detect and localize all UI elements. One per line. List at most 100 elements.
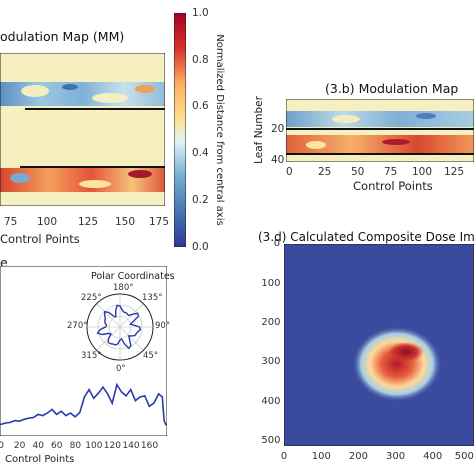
line-point — [60, 410, 62, 412]
line-point — [0, 423, 2, 425]
panel-a-xtick: 125 — [78, 216, 99, 228]
panel-a-xtick: 75 — [4, 216, 18, 228]
panel-b-xlabel: Control Points — [353, 179, 433, 193]
panel-a-xtick: 100 — [37, 216, 58, 228]
line-point — [134, 400, 136, 402]
panel-d-title: (3.d) Calculated Composite Dose Imag — [258, 230, 474, 244]
line-point — [148, 405, 150, 407]
panel-d-ytick: 100 — [261, 277, 281, 289]
panel-d-ytick: 300 — [261, 356, 281, 368]
panel-a-xtick: 150 — [115, 216, 136, 228]
colorbar-tick: 1.0 — [192, 7, 209, 19]
panel-b-xtick: 0 — [286, 166, 293, 178]
line-point — [125, 395, 127, 397]
panel-c-plot — [0, 266, 167, 436]
line-point — [56, 413, 58, 415]
line-point — [79, 411, 81, 414]
line-point — [165, 424, 167, 426]
panel-a-xtick: 175 — [149, 216, 170, 228]
panel-c-xtick: 40 — [32, 441, 44, 451]
polar-angle-label: 180° — [113, 283, 134, 293]
line-point — [158, 393, 160, 395]
line-point — [28, 417, 30, 419]
line-series — [0, 382, 167, 426]
panel-b-xtick: 125 — [444, 166, 465, 178]
line-point — [18, 420, 21, 422]
polar-angle-label: 0° — [116, 364, 126, 374]
line-point — [130, 389, 132, 391]
colorbar-tick: 0.8 — [192, 54, 209, 66]
colorbar-tick: 0.0 — [192, 241, 209, 253]
line-point — [102, 386, 104, 388]
line-point — [69, 412, 72, 414]
panel-b-xtick: 25 — [318, 166, 332, 178]
line-point — [42, 415, 44, 417]
panel-c-xtick: 100 — [85, 441, 103, 451]
panel-d-xtick: 500 — [454, 451, 474, 462]
panel-b-heatmap — [286, 99, 474, 162]
panel-c-xtick: 120 — [103, 441, 121, 451]
panel-b-ytick: 40 — [271, 154, 285, 166]
panel-d-ytick: 0 — [273, 238, 281, 249]
polar-angle-label: 270° — [67, 321, 88, 331]
panel-c-title: e — [0, 255, 8, 270]
line-point — [9, 421, 11, 423]
panel-b-ylabel: Leaf Number — [252, 96, 265, 164]
line-point — [116, 384, 118, 386]
line-point — [14, 420, 16, 422]
line-point — [23, 418, 25, 420]
line-point — [153, 402, 155, 404]
panel-d-xtick: 300 — [386, 451, 406, 462]
line-point — [46, 412, 48, 414]
colorbar-tick: 0.2 — [192, 194, 209, 206]
panel-b-xtick: 50 — [351, 166, 365, 178]
line-point — [37, 413, 39, 415]
panel-c-xtick: 0 — [0, 441, 4, 451]
line-point — [51, 408, 53, 410]
line-point — [97, 392, 99, 394]
panel-d-xtick: 200 — [348, 451, 368, 462]
panel-a-xlabel: Control Points — [0, 232, 80, 246]
polar-angle-label: 225° — [81, 293, 102, 303]
panel-a-title: odulation Map (MM) — [0, 29, 125, 44]
panel-d-xtick: 100 — [311, 451, 331, 462]
panel-d-xtick: 400 — [423, 451, 443, 462]
line-point — [139, 396, 141, 398]
colorbar-tick: 0.6 — [192, 100, 209, 112]
line-point — [144, 395, 146, 397]
line-point — [74, 416, 76, 418]
line-point — [107, 393, 109, 395]
panel-c-xtick: 20 — [13, 441, 26, 451]
line-point — [65, 415, 67, 417]
panel-c-xtick: 80 — [69, 441, 82, 451]
colorbar — [174, 13, 186, 247]
polar-angle-label: 135° — [142, 293, 163, 303]
panel-b-ytick: 20 — [271, 123, 285, 135]
line-point — [83, 396, 85, 398]
colorbar-tick: 0.4 — [192, 147, 209, 159]
polar-angle-label: 315° — [81, 351, 102, 361]
line-point — [120, 391, 123, 393]
panel-b-xtick: 75 — [384, 166, 398, 178]
line-point — [93, 397, 95, 399]
panel-c-xtick: 140 — [122, 441, 140, 451]
colorbar-label: Normalized Distance from central axis — [214, 34, 225, 226]
panel-d-ytick: 200 — [261, 316, 281, 328]
line-point — [163, 420, 165, 422]
polar-angle-label: 45° — [143, 351, 159, 361]
panel-b-title: (3.b) Modulation Map — [325, 81, 459, 96]
line-point — [111, 402, 113, 404]
panel-a-heatmap — [0, 53, 165, 206]
polar-angle-label: 90° — [155, 321, 171, 331]
line-point — [5, 422, 7, 424]
panel-b-xtick: 100 — [412, 166, 433, 178]
line-point — [88, 389, 90, 391]
panel-d-xtick: 0 — [280, 451, 288, 462]
line-point — [161, 396, 163, 398]
panel-c-xtick: 60 — [51, 441, 63, 451]
panel-c-xlabel: Control Points — [5, 454, 75, 465]
polar-trace — [96, 304, 142, 350]
polar-title: Polar Coordinates — [91, 271, 175, 282]
panel-d-dose-image — [284, 244, 474, 446]
line-point — [32, 416, 35, 419]
